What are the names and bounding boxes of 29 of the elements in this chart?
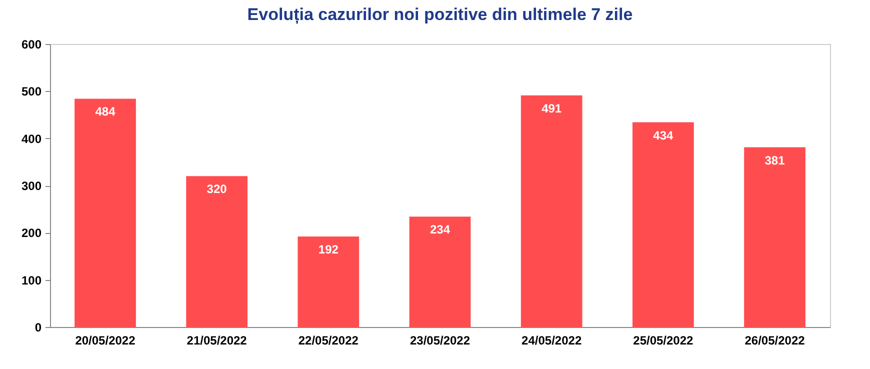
bar bbox=[744, 147, 806, 327]
bar bbox=[520, 95, 582, 327]
bar bbox=[74, 98, 136, 327]
bar bbox=[186, 176, 248, 327]
x-tick-label: 23/05/2022 bbox=[410, 334, 470, 348]
y-tick-label: 0 bbox=[34, 320, 42, 334]
x-tick-label: 24/05/2022 bbox=[522, 334, 582, 348]
y-tick-label: 200 bbox=[21, 226, 42, 240]
data-label: 320 bbox=[206, 182, 228, 196]
data-label: 434 bbox=[653, 128, 674, 142]
bar bbox=[632, 122, 694, 327]
y-tick-label: 600 bbox=[21, 38, 42, 52]
data-label: 491 bbox=[542, 101, 562, 116]
data-label: 234 bbox=[430, 222, 450, 237]
bar bbox=[298, 236, 360, 327]
bar bbox=[409, 216, 471, 327]
x-tick-label: 22/05/2022 bbox=[298, 334, 359, 348]
x-tick-label: 21/05/2022 bbox=[186, 334, 248, 348]
data-label: 192 bbox=[318, 242, 339, 256]
x-tick-label: 25/05/2022 bbox=[633, 334, 694, 348]
data-label: 484 bbox=[95, 104, 116, 119]
x-tick-label: 20/05/2022 bbox=[75, 334, 136, 348]
y-tick-label: 300 bbox=[21, 179, 42, 193]
y-tick-label: 500 bbox=[21, 84, 42, 99]
y-tick-label: 400 bbox=[21, 132, 42, 146]
chart-title: Evoluția cazurilor noi pozitive din ultimele 7 zile bbox=[247, 5, 633, 24]
x-tick-label: 26/05/2022 bbox=[744, 334, 806, 348]
y-tick-label: 100 bbox=[21, 273, 42, 288]
data-label: 381 bbox=[764, 153, 786, 168]
